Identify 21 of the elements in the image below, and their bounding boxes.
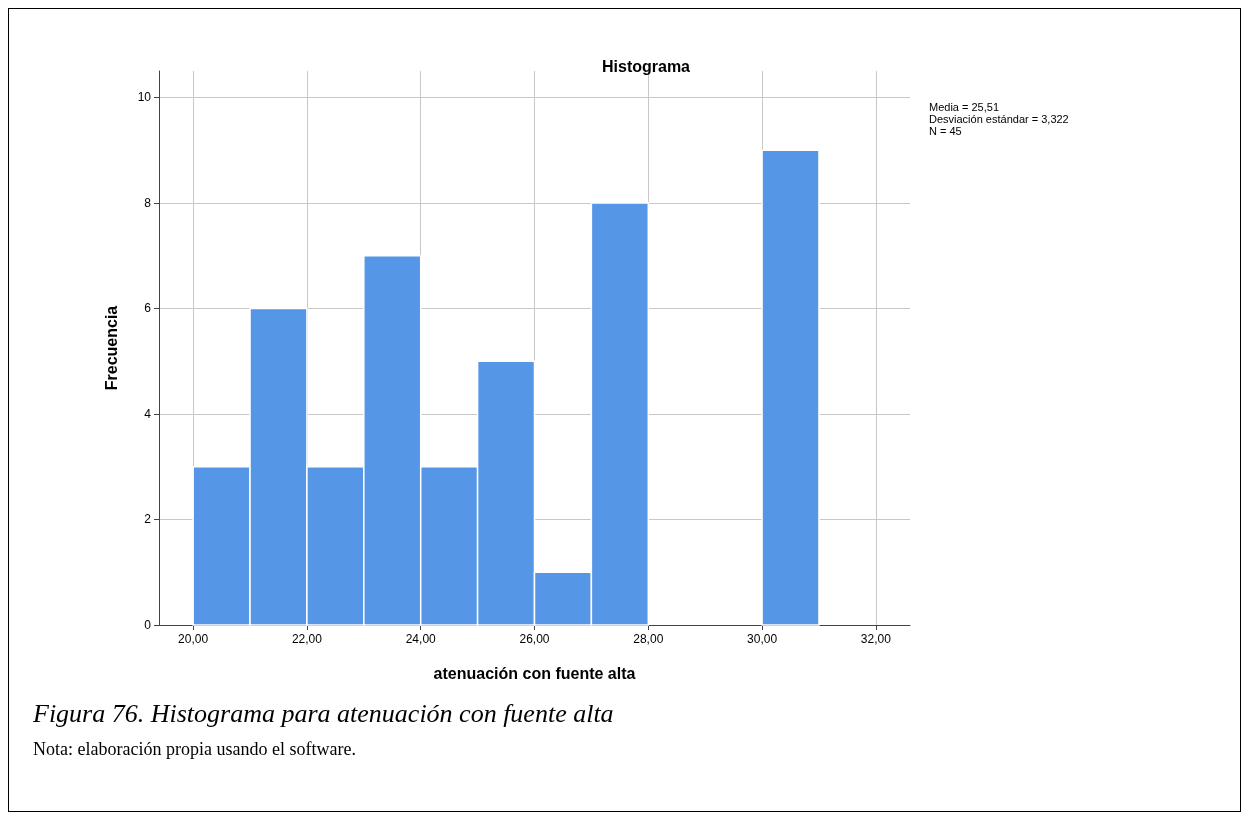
y-tick-label: 10: [137, 90, 152, 105]
y-tick-label: 8: [144, 195, 152, 210]
y-tick-label: 0: [144, 618, 152, 632]
text: N = 45: [929, 124, 962, 137]
x-tick-label: 30,00: [747, 632, 778, 646]
y-tick-label: 4: [144, 406, 152, 421]
text: Figura 76. Histograma para atenuación con fuente alta: [33, 699, 615, 729]
x-tick-label: 20,00: [178, 632, 209, 646]
chart-title: Histograma: [601, 57, 691, 75]
x-tick-label: 26,00: [519, 632, 550, 646]
text: Media = 25,51: [929, 100, 1000, 113]
y-axis-title: Frecuencia: [102, 305, 120, 391]
x-axis-title: atenuación con fuente alta: [433, 664, 636, 682]
text: Desviación estándar = 3,322: [929, 112, 1069, 125]
x-tick-label: 24,00: [405, 632, 437, 646]
x-tick-label: 22,00: [291, 632, 323, 646]
text: Nota: elaboración propia usando el software.: [33, 739, 357, 760]
x-tick-label: 32,00: [860, 632, 892, 646]
x-tick-label: 28,00: [633, 632, 664, 646]
y-tick-label: 2: [144, 512, 152, 527]
y-tick-label: 6: [144, 301, 152, 316]
